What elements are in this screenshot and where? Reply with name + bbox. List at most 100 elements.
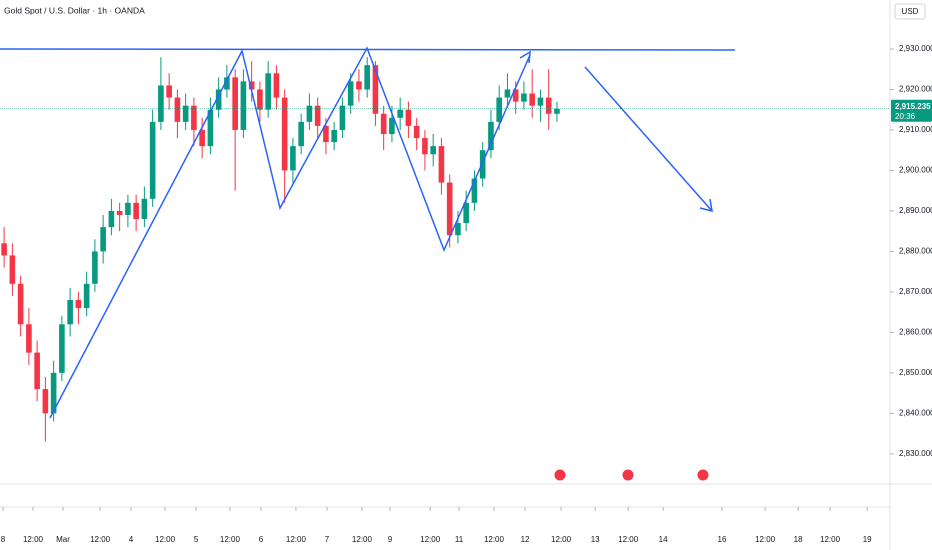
countdown: 20:36 bbox=[895, 112, 916, 121]
candle-body bbox=[17, 283, 24, 325]
x-tick-label: 16 bbox=[718, 535, 727, 544]
candle-body bbox=[92, 251, 98, 284]
candle-body bbox=[50, 372, 57, 414]
x-tick-label: 5 bbox=[194, 535, 199, 544]
y-tick-label: 2,890.000 bbox=[899, 206, 932, 215]
x-tick-label: 12:00 bbox=[220, 535, 241, 544]
candle-body bbox=[281, 97, 288, 171]
x-tick-label: 13 bbox=[591, 535, 600, 544]
x-tick-label: 14 bbox=[659, 535, 668, 544]
x-tick-label: 18 bbox=[794, 535, 803, 544]
candle-body bbox=[364, 65, 370, 90]
candle-body bbox=[496, 97, 502, 122]
last-price-tag bbox=[891, 99, 932, 122]
candle-body bbox=[34, 352, 40, 390]
candle-body bbox=[339, 105, 346, 130]
candle-body bbox=[265, 73, 271, 110]
x-tick-label: 11 bbox=[455, 535, 464, 544]
candle-body bbox=[397, 109, 403, 118]
candle-body bbox=[9, 255, 16, 284]
zigzag-drawing bbox=[49, 46, 531, 419]
candle-body bbox=[430, 146, 436, 155]
last-price-label: 2,915.235 bbox=[895, 102, 931, 111]
x-tick-label: 4 bbox=[129, 535, 134, 544]
candle-body bbox=[67, 299, 73, 325]
candle-body bbox=[100, 227, 106, 252]
candle-body bbox=[529, 93, 535, 106]
x-tick-label: 12:00 bbox=[484, 535, 505, 544]
x-tick-label: 12 bbox=[521, 535, 530, 544]
candle-body bbox=[537, 97, 544, 106]
y-tick-label: 2,900.000 bbox=[899, 166, 932, 175]
candle-body bbox=[521, 93, 527, 102]
x-tick-label: 12:00 bbox=[820, 535, 841, 544]
candle-body bbox=[479, 150, 486, 179]
x-tick-label: 9 bbox=[388, 535, 393, 544]
candle-body bbox=[512, 89, 519, 102]
candle-body bbox=[314, 105, 321, 126]
y-tick-label: 2,870.000 bbox=[899, 287, 932, 296]
candle-body bbox=[455, 223, 461, 236]
candle-body bbox=[42, 389, 49, 414]
event-icon[interactable] bbox=[553, 468, 567, 482]
x-tick-label: 7 bbox=[325, 535, 330, 544]
arrow-head bbox=[519, 50, 531, 64]
candle-body bbox=[26, 324, 32, 353]
candle-body bbox=[149, 121, 156, 199]
candle-body bbox=[372, 65, 379, 114]
projection-arrow bbox=[584, 66, 713, 212]
candle-body bbox=[290, 146, 296, 171]
candle-body bbox=[1, 243, 7, 256]
candle-body bbox=[347, 81, 354, 106]
candle-body bbox=[240, 81, 247, 130]
y-tick-label: 2,840.000 bbox=[899, 408, 932, 417]
event-icon[interactable] bbox=[696, 468, 710, 482]
candle-body bbox=[446, 182, 453, 236]
candle-body bbox=[116, 210, 123, 215]
x-tick-label: 12:00 bbox=[551, 535, 572, 544]
event-icon[interactable] bbox=[621, 468, 635, 482]
x-tick-label: 12:00 bbox=[23, 535, 44, 544]
candle-body bbox=[463, 202, 469, 224]
candle-body bbox=[323, 125, 329, 143]
x-tick-label: 12:00 bbox=[352, 535, 373, 544]
x-tick-label: 19 bbox=[863, 535, 872, 544]
y-tick-label: 2,850.000 bbox=[899, 368, 932, 377]
candle-body bbox=[422, 138, 428, 155]
candle-body bbox=[471, 178, 478, 203]
currency[interactable]: USD bbox=[902, 7, 919, 16]
y-tick-label: 2,860.000 bbox=[899, 327, 932, 336]
candle-body bbox=[182, 105, 189, 122]
y-tick-label: 2,830.000 bbox=[899, 449, 932, 458]
candle-body bbox=[133, 202, 139, 220]
event-icons bbox=[553, 468, 710, 482]
candle-body bbox=[554, 108, 560, 114]
candle-body bbox=[215, 89, 222, 110]
candle-body bbox=[158, 85, 164, 122]
candle-body bbox=[331, 129, 337, 143]
candle-body bbox=[59, 324, 65, 373]
arrow-head bbox=[699, 198, 713, 213]
chart-title: Gold Spot / U.S. Dollar · 1h · OANDA bbox=[4, 5, 145, 15]
x-tick-label: 12:00 bbox=[286, 535, 307, 544]
candle-body bbox=[380, 113, 387, 135]
candle-body bbox=[306, 105, 313, 122]
candle-body bbox=[488, 121, 494, 151]
candle-body bbox=[545, 97, 552, 114]
candle-body bbox=[207, 109, 214, 147]
currency-box[interactable] bbox=[894, 3, 926, 20]
candle-body bbox=[356, 81, 362, 90]
x-tick-label: 12:00 bbox=[618, 535, 639, 544]
candle-body bbox=[108, 210, 115, 228]
candle-body bbox=[389, 117, 395, 135]
drawings bbox=[0, 46, 736, 419]
x-tick-label: 12:00 bbox=[155, 535, 176, 544]
x-tick-label: Mar bbox=[56, 535, 70, 544]
candle-body bbox=[413, 125, 420, 139]
candle-body bbox=[141, 198, 148, 220]
candle-body bbox=[504, 89, 511, 98]
x-tick-label: 8 bbox=[1, 535, 6, 544]
candle-body bbox=[83, 283, 90, 309]
candle-body bbox=[224, 77, 230, 90]
